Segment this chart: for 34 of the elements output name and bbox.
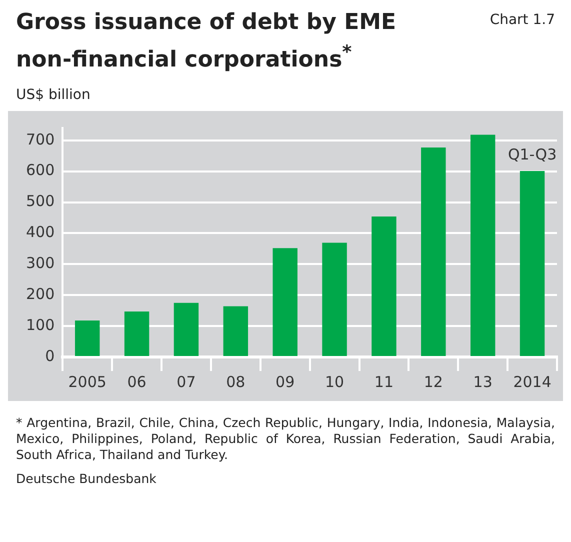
y-tick-label: 500: [26, 192, 55, 210]
bar: [223, 306, 248, 356]
x-tick-label: 2014: [513, 373, 552, 392]
x-tick-label: 06: [127, 373, 146, 392]
y-tick-label: 100: [26, 316, 55, 334]
annotation: Q1-Q3: [508, 146, 557, 164]
x-tick-label: 08: [226, 373, 246, 392]
x-tick-label: 09: [276, 373, 295, 392]
x-tick-label: 11: [374, 373, 394, 392]
text: * Argentina, Brazil, Chile, China, Czech Republic, Hungary, India, Indonesia, Malaysia, Mexico, Philippines, Poland, Republic of Korea, Russian Federation, Saudi Arabia, South Africa, Thailand and Turkey.: [16, 415, 555, 464]
y-tick-label: 0: [45, 347, 55, 366]
bar: [520, 171, 545, 356]
x-tick-label: 07: [176, 373, 196, 392]
y-tick-label: 700: [26, 130, 55, 149]
y-axis-title: US$ billion: [15, 86, 92, 106]
bar: [124, 312, 150, 356]
caption: Chart 1.7: [490, 11, 555, 28]
bar: [272, 248, 298, 356]
bar: [74, 320, 100, 356]
bar: [372, 216, 396, 356]
y-tick-label: 200: [26, 285, 55, 304]
y-tick-label: 600: [26, 162, 55, 180]
text: Deutsche Bundesbank: [16, 471, 158, 488]
x-tick-label: 10: [324, 373, 344, 392]
y-tick-label: 300: [26, 254, 55, 272]
x-tick-label: 2005: [68, 373, 106, 392]
x-tick-label: 13: [473, 373, 492, 392]
y-tick-label: 400: [26, 223, 55, 242]
bar: [470, 135, 496, 356]
bar: [174, 303, 199, 356]
x-tick-label: 12: [424, 373, 443, 392]
chart-title: Gross issuance of debt by EME non-financial corporations$^{*}$: [16, 9, 398, 74]
bar: [322, 243, 347, 356]
bar: [421, 148, 446, 356]
